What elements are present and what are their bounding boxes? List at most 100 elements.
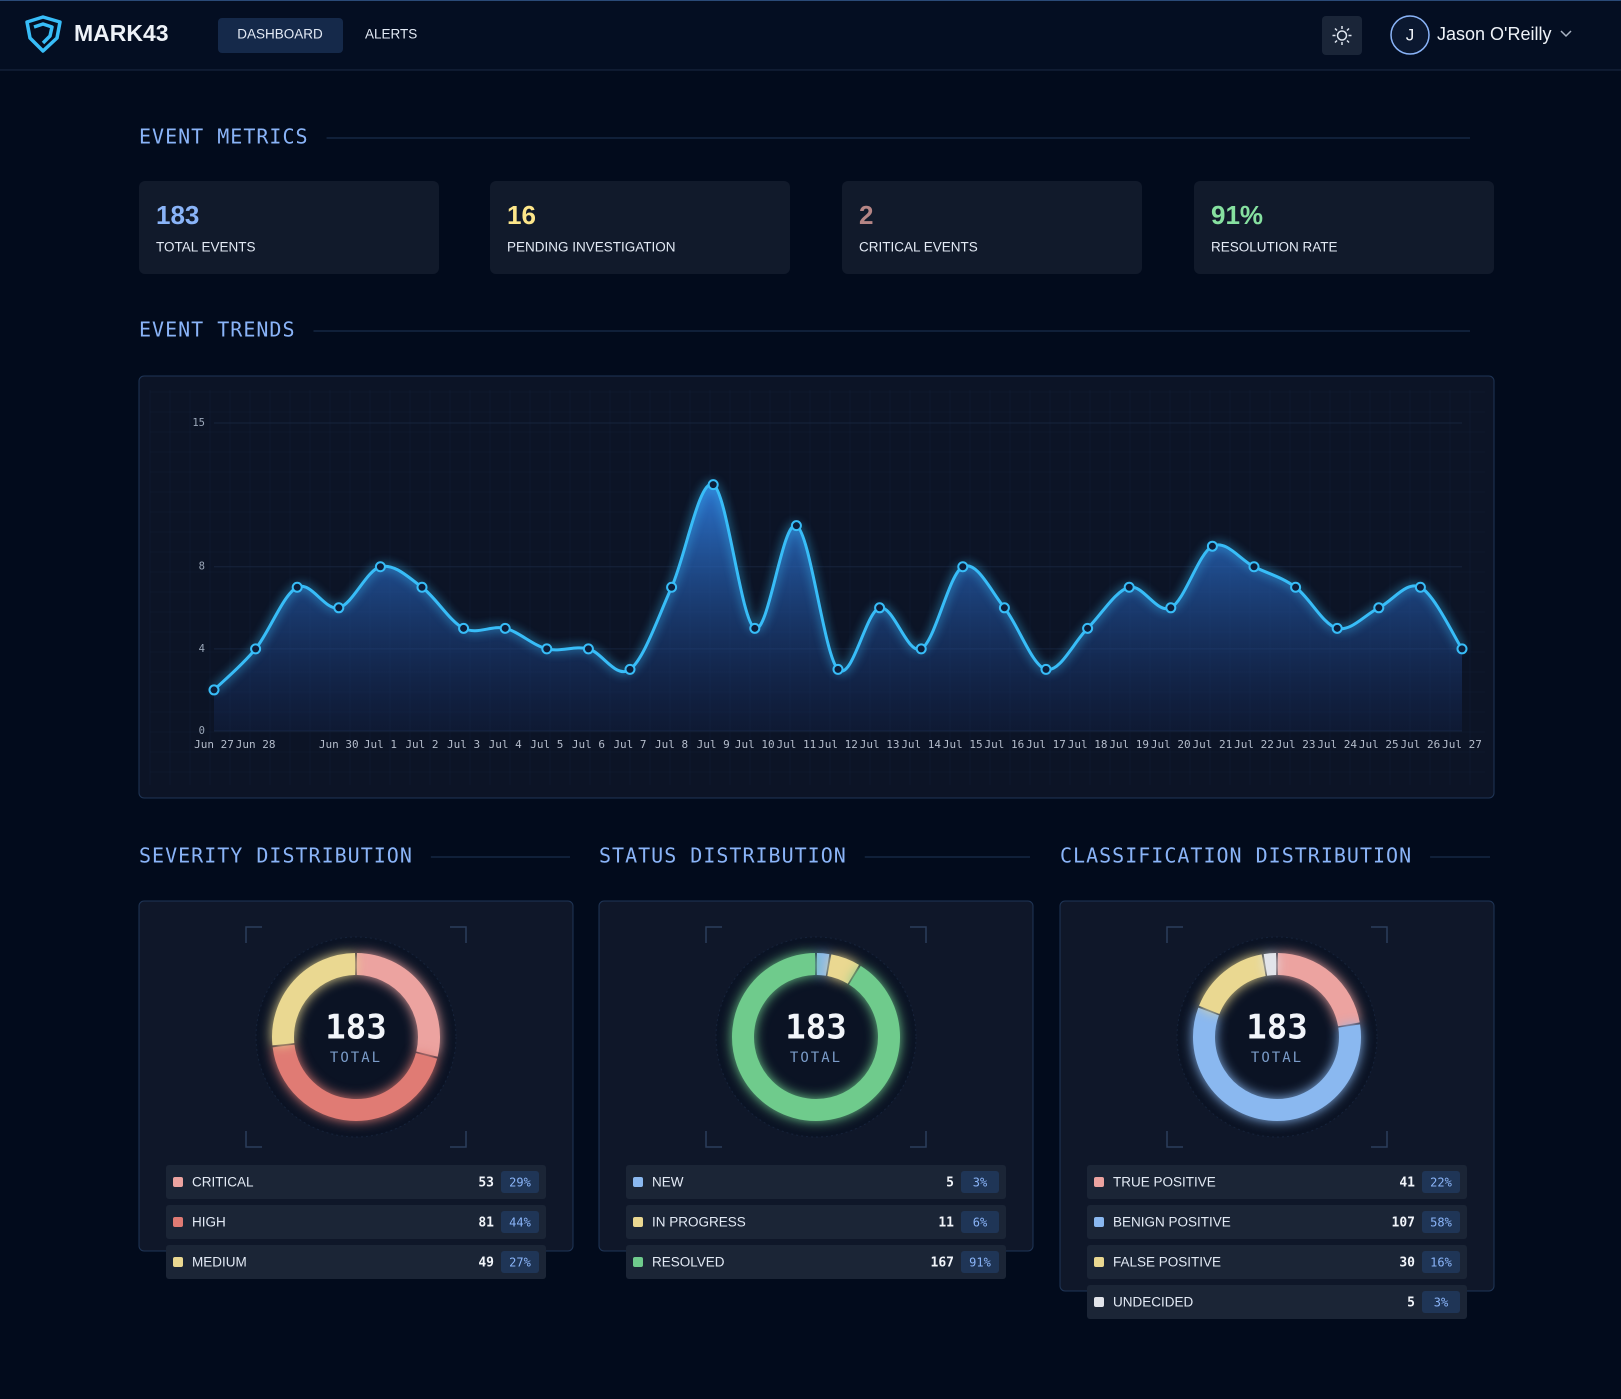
donut-segment: [356, 953, 440, 1057]
trend-point: [666, 581, 678, 593]
legend-label: RESOLVED: [652, 1255, 725, 1270]
logo: [25, 15, 62, 53]
metric-card: [842, 181, 1142, 274]
legend-label: BENIGN POSITIVE: [1113, 1215, 1231, 1230]
sun-icon: [1332, 26, 1352, 45]
trend-point: [333, 602, 345, 614]
trend-point: [1206, 540, 1218, 552]
nav-alerts[interactable]: ALERTS: [365, 27, 417, 42]
legend-percent: 22%: [1430, 1176, 1452, 1190]
legend-swatch: [173, 1177, 183, 1187]
x-tick-label: Jul 5: [530, 738, 563, 751]
x-tick-label: Jul 14: [901, 738, 941, 751]
legend-value: 11: [938, 1216, 954, 1231]
avatar-initial: J: [1406, 25, 1415, 44]
legend-row: [626, 1205, 1006, 1239]
user-menu-caret[interactable]: [1560, 30, 1572, 38]
x-tick-label: Jul 12: [818, 738, 858, 751]
x-tick-label: Jul 11: [777, 738, 817, 751]
legend-label: NEW: [652, 1175, 684, 1190]
nav-dashboard[interactable]: DASHBOARD: [237, 27, 323, 42]
trend-point: [790, 520, 802, 532]
donut-segment: [816, 953, 830, 976]
corner-bracket: [245, 1131, 262, 1148]
section-title: EVENT TRENDS: [139, 318, 296, 342]
x-tick-label: Jul 23: [1276, 738, 1316, 751]
donut-total: 183: [785, 1008, 846, 1048]
donut-segment: [1263, 953, 1277, 976]
legend-swatch: [1094, 1177, 1104, 1187]
trend-point: [1331, 622, 1343, 634]
x-tick-label: Jul 7: [613, 738, 646, 751]
trend-point: [416, 581, 428, 593]
metric-value: 2: [859, 200, 873, 230]
legend-value: 81: [478, 1216, 494, 1231]
corner-bracket: [1371, 926, 1388, 943]
legend-row: [1087, 1245, 1467, 1279]
legend-percent: 3%: [973, 1176, 988, 1190]
brand: MARK43: [74, 20, 169, 46]
legend-value: 5: [1407, 1296, 1415, 1311]
trend-point: [374, 561, 386, 573]
avatar[interactable]: [1390, 15, 1430, 55]
trend-point: [707, 479, 719, 491]
x-tick-label: Jul 16: [985, 738, 1025, 751]
corner-bracket: [910, 926, 927, 943]
legend-value: 49: [478, 1256, 494, 1271]
x-tick-label: Jul 24: [1317, 738, 1357, 751]
trend-point: [1414, 581, 1426, 593]
x-tick-label: Jul 10: [735, 738, 775, 751]
trend-point: [915, 643, 927, 655]
legend-row: [1087, 1205, 1467, 1239]
legend-value: 167: [931, 1256, 954, 1271]
trend-point: [1290, 581, 1302, 593]
donut-segment: [1193, 1007, 1361, 1121]
x-tick-label: Jun 27: [194, 738, 234, 751]
trend-point: [1040, 663, 1052, 675]
section-title: SEVERITY DISTRIBUTION: [139, 844, 413, 868]
x-tick-label: Jul 6: [572, 738, 605, 751]
corner-bracket: [1371, 1131, 1388, 1148]
legend-percent: 27%: [509, 1256, 531, 1270]
legend-label: UNDECIDED: [1113, 1295, 1194, 1310]
legend-swatch: [633, 1217, 643, 1227]
nav-active-bg[interactable]: [218, 18, 343, 53]
theme-toggle[interactable]: [1322, 16, 1362, 55]
user-name[interactable]: Jason O'Reilly: [1437, 24, 1551, 44]
donut-segment: [1277, 953, 1360, 1027]
trend-point: [1248, 561, 1260, 573]
section-title: EVENT METRICS: [139, 125, 309, 149]
legend-value: 53: [478, 1176, 494, 1191]
legend-swatch: [1094, 1257, 1104, 1267]
trend-area: [214, 484, 1462, 731]
legend-percent: 91%: [969, 1256, 991, 1270]
section-title: STATUS DISTRIBUTION: [599, 844, 847, 868]
metric-label: TOTAL EVENTS: [156, 240, 256, 255]
legend-badge: [961, 1251, 999, 1273]
legend-swatch: [633, 1257, 643, 1267]
x-tick-label: Jul 18: [1068, 738, 1108, 751]
trend-point: [1373, 602, 1385, 614]
legend-badge: [501, 1211, 539, 1233]
legend-percent: 6%: [973, 1216, 988, 1230]
x-tick-label: Jul 15: [943, 738, 983, 751]
donut-total-label: TOTAL: [330, 1050, 382, 1066]
trend-point: [1456, 643, 1468, 655]
legend-row: [626, 1245, 1006, 1279]
legend-label: CRITICAL: [192, 1175, 254, 1190]
trend-point: [957, 561, 969, 573]
legend-value: 5: [946, 1176, 954, 1191]
corner-bracket: [450, 1131, 467, 1148]
legend-swatch: [1094, 1217, 1104, 1227]
legend-value: 107: [1392, 1216, 1415, 1231]
corner-bracket: [1166, 1131, 1183, 1148]
trend-point: [874, 602, 886, 614]
legend-row: [1087, 1285, 1467, 1319]
x-tick-label: Jul 4: [489, 738, 522, 751]
section-title: CLASSIFICATION DISTRIBUTION: [1060, 844, 1412, 868]
donut-total: 183: [325, 1008, 386, 1048]
legend-badge: [1422, 1211, 1460, 1233]
legend-row: [1087, 1165, 1467, 1199]
x-tick-label: Jul 17: [1026, 738, 1066, 751]
